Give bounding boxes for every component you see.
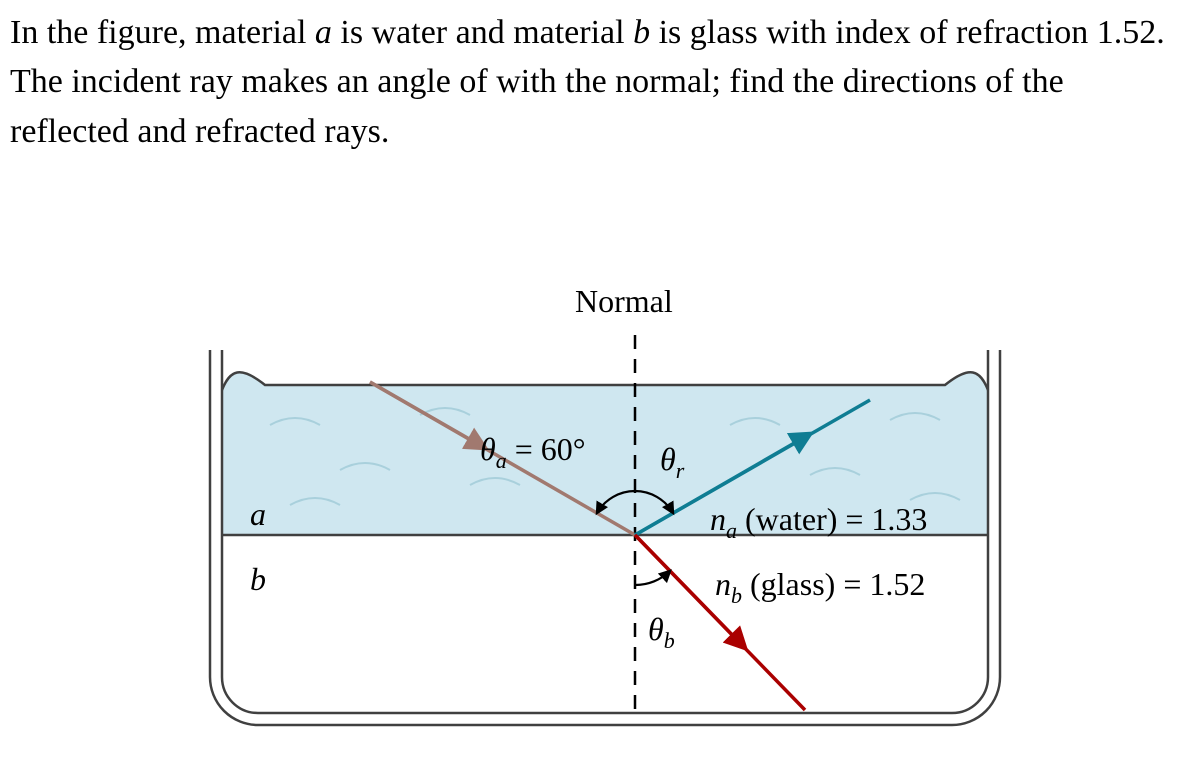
na-label: na (water) = 1.33 xyxy=(710,501,927,543)
variable-a: a xyxy=(315,14,332,51)
normal-label: Normal xyxy=(575,283,673,319)
problem-statement: In the figure, material a is water and m… xyxy=(10,8,1190,156)
refraction-diagram: Normal θa = 60° θr θb a b na (water) = 1… xyxy=(170,270,1040,750)
material-a-label: a xyxy=(250,496,266,532)
variable-b: b xyxy=(633,14,650,51)
material-b-label: b xyxy=(250,561,266,597)
problem-text-fragment: is water and material xyxy=(332,14,633,51)
theta-b-label: θb xyxy=(648,611,675,653)
problem-text-fragment: In the figure, material xyxy=(10,14,315,51)
nb-label: nb (glass) = 1.52 xyxy=(715,566,925,608)
